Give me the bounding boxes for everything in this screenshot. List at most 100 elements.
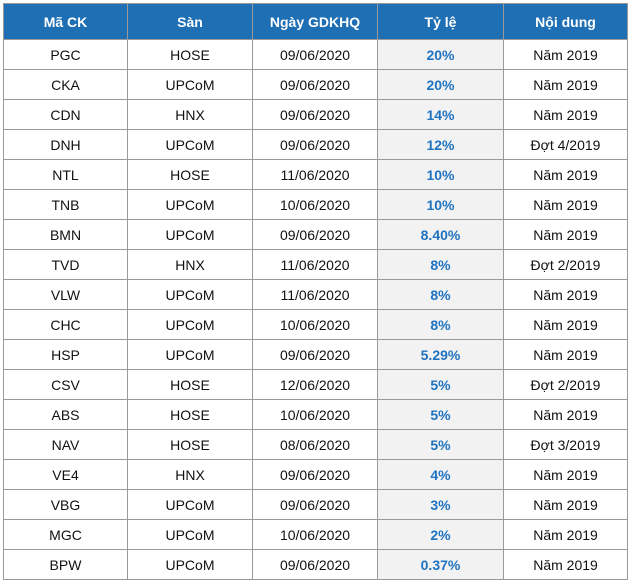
- table-row: NTL HOSE 11/06/2020 10% Năm 2019: [3, 159, 628, 190]
- cell-content: Năm 2019: [503, 189, 628, 220]
- dividend-table-container: Mã CK Sàn Ngày GDKHQ Tỷ lệ Nội dung PGC H…: [3, 3, 628, 580]
- cell-ex-date: 09/06/2020: [252, 69, 378, 100]
- cell-stock-code: TNB: [3, 189, 128, 220]
- cell-exchange: HOSE: [127, 399, 253, 430]
- cell-ex-date: 09/06/2020: [252, 549, 378, 580]
- cell-ex-date: 09/06/2020: [252, 489, 378, 520]
- cell-exchange: UPCoM: [127, 279, 253, 310]
- cell-rate: 0.37%: [377, 549, 504, 580]
- cell-content: Năm 2019: [503, 519, 628, 550]
- cell-ex-date: 09/06/2020: [252, 339, 378, 370]
- header-rate: Tỷ lệ: [377, 3, 504, 40]
- cell-stock-code: HSP: [3, 339, 128, 370]
- cell-exchange: HNX: [127, 249, 253, 280]
- cell-content: Năm 2019: [503, 459, 628, 490]
- cell-stock-code: NAV: [3, 429, 128, 460]
- cell-stock-code: VBG: [3, 489, 128, 520]
- cell-rate: 8.40%: [377, 219, 504, 250]
- cell-stock-code: BPW: [3, 549, 128, 580]
- cell-ex-date: 10/06/2020: [252, 399, 378, 430]
- cell-stock-code: VE4: [3, 459, 128, 490]
- cell-rate: 20%: [377, 39, 504, 70]
- cell-ex-date: 11/06/2020: [252, 279, 378, 310]
- cell-stock-code: CKA: [3, 69, 128, 100]
- cell-exchange: UPCoM: [127, 549, 253, 580]
- header-stock-code: Mã CK: [3, 3, 128, 40]
- cell-content: Đợt 2/2019: [503, 249, 628, 280]
- cell-exchange: UPCoM: [127, 339, 253, 370]
- cell-ex-date: 09/06/2020: [252, 459, 378, 490]
- cell-content: Đợt 4/2019: [503, 129, 628, 160]
- header-ex-date: Ngày GDKHQ: [252, 3, 378, 40]
- table-row: VBG UPCoM 09/06/2020 3% Năm 2019: [3, 489, 628, 520]
- cell-rate: 12%: [377, 129, 504, 160]
- table-row: BMN UPCoM 09/06/2020 8.40% Năm 2019: [3, 219, 628, 250]
- cell-content: Năm 2019: [503, 69, 628, 100]
- cell-exchange: HOSE: [127, 429, 253, 460]
- cell-ex-date: 10/06/2020: [252, 189, 378, 220]
- table-row: PGC HOSE 09/06/2020 20% Năm 2019: [3, 39, 628, 70]
- cell-content: Năm 2019: [503, 309, 628, 340]
- cell-rate: 5%: [377, 399, 504, 430]
- cell-content: Năm 2019: [503, 339, 628, 370]
- cell-stock-code: CDN: [3, 99, 128, 130]
- header-exchange: Sàn: [127, 3, 253, 40]
- table-row: VLW UPCoM 11/06/2020 8% Năm 2019: [3, 279, 628, 310]
- header-content: Nội dung: [503, 3, 628, 40]
- cell-exchange: UPCoM: [127, 219, 253, 250]
- cell-rate: 2%: [377, 519, 504, 550]
- table-row: CSV HOSE 12/06/2020 5% Đợt 2/2019: [3, 369, 628, 400]
- table-row: TNB UPCoM 10/06/2020 10% Năm 2019: [3, 189, 628, 220]
- cell-rate: 20%: [377, 69, 504, 100]
- table-row: MGC UPCoM 10/06/2020 2% Năm 2019: [3, 519, 628, 550]
- cell-stock-code: MGC: [3, 519, 128, 550]
- cell-content: Năm 2019: [503, 549, 628, 580]
- cell-exchange: UPCoM: [127, 489, 253, 520]
- table-row: CKA UPCoM 09/06/2020 20% Năm 2019: [3, 69, 628, 100]
- cell-stock-code: CSV: [3, 369, 128, 400]
- cell-ex-date: 10/06/2020: [252, 309, 378, 340]
- table-row: CHC UPCoM 10/06/2020 8% Năm 2019: [3, 309, 628, 340]
- cell-ex-date: 09/06/2020: [252, 129, 378, 160]
- cell-rate: 5%: [377, 369, 504, 400]
- cell-content: Năm 2019: [503, 279, 628, 310]
- cell-rate: 3%: [377, 489, 504, 520]
- cell-exchange: UPCoM: [127, 129, 253, 160]
- cell-exchange: UPCoM: [127, 69, 253, 100]
- cell-content: Năm 2019: [503, 39, 628, 70]
- table-row: TVD HNX 11/06/2020 8% Đợt 2/2019: [3, 249, 628, 280]
- header-row: Mã CK Sàn Ngày GDKHQ Tỷ lệ Nội dung: [3, 3, 628, 40]
- cell-content: Đợt 3/2019: [503, 429, 628, 460]
- cell-content: Năm 2019: [503, 159, 628, 190]
- cell-stock-code: PGC: [3, 39, 128, 70]
- cell-rate: 4%: [377, 459, 504, 490]
- cell-stock-code: DNH: [3, 129, 128, 160]
- cell-exchange: HOSE: [127, 369, 253, 400]
- table-row: ABS HOSE 10/06/2020 5% Năm 2019: [3, 399, 628, 430]
- cell-content: Năm 2019: [503, 489, 628, 520]
- cell-stock-code: VLW: [3, 279, 128, 310]
- cell-ex-date: 10/06/2020: [252, 519, 378, 550]
- table-row: VE4 HNX 09/06/2020 4% Năm 2019: [3, 459, 628, 490]
- cell-rate: 10%: [377, 189, 504, 220]
- cell-rate: 8%: [377, 279, 504, 310]
- cell-rate: 8%: [377, 249, 504, 280]
- cell-stock-code: TVD: [3, 249, 128, 280]
- cell-rate: 10%: [377, 159, 504, 190]
- cell-exchange: UPCoM: [127, 519, 253, 550]
- table-row: BPW UPCoM 09/06/2020 0.37% Năm 2019: [3, 549, 628, 580]
- cell-exchange: UPCoM: [127, 189, 253, 220]
- cell-rate: 8%: [377, 309, 504, 340]
- table-row: NAV HOSE 08/06/2020 5% Đợt 3/2019: [3, 429, 628, 460]
- cell-content: Đợt 2/2019: [503, 369, 628, 400]
- cell-rate: 14%: [377, 99, 504, 130]
- cell-stock-code: CHC: [3, 309, 128, 340]
- cell-ex-date: 11/06/2020: [252, 249, 378, 280]
- table-row: DNH UPCoM 09/06/2020 12% Đợt 4/2019: [3, 129, 628, 160]
- table-row: CDN HNX 09/06/2020 14% Năm 2019: [3, 99, 628, 130]
- dividend-table: Mã CK Sàn Ngày GDKHQ Tỷ lệ Nội dung PGC H…: [3, 3, 628, 580]
- cell-ex-date: 09/06/2020: [252, 99, 378, 130]
- cell-content: Năm 2019: [503, 219, 628, 250]
- cell-ex-date: 12/06/2020: [252, 369, 378, 400]
- cell-rate: 5.29%: [377, 339, 504, 370]
